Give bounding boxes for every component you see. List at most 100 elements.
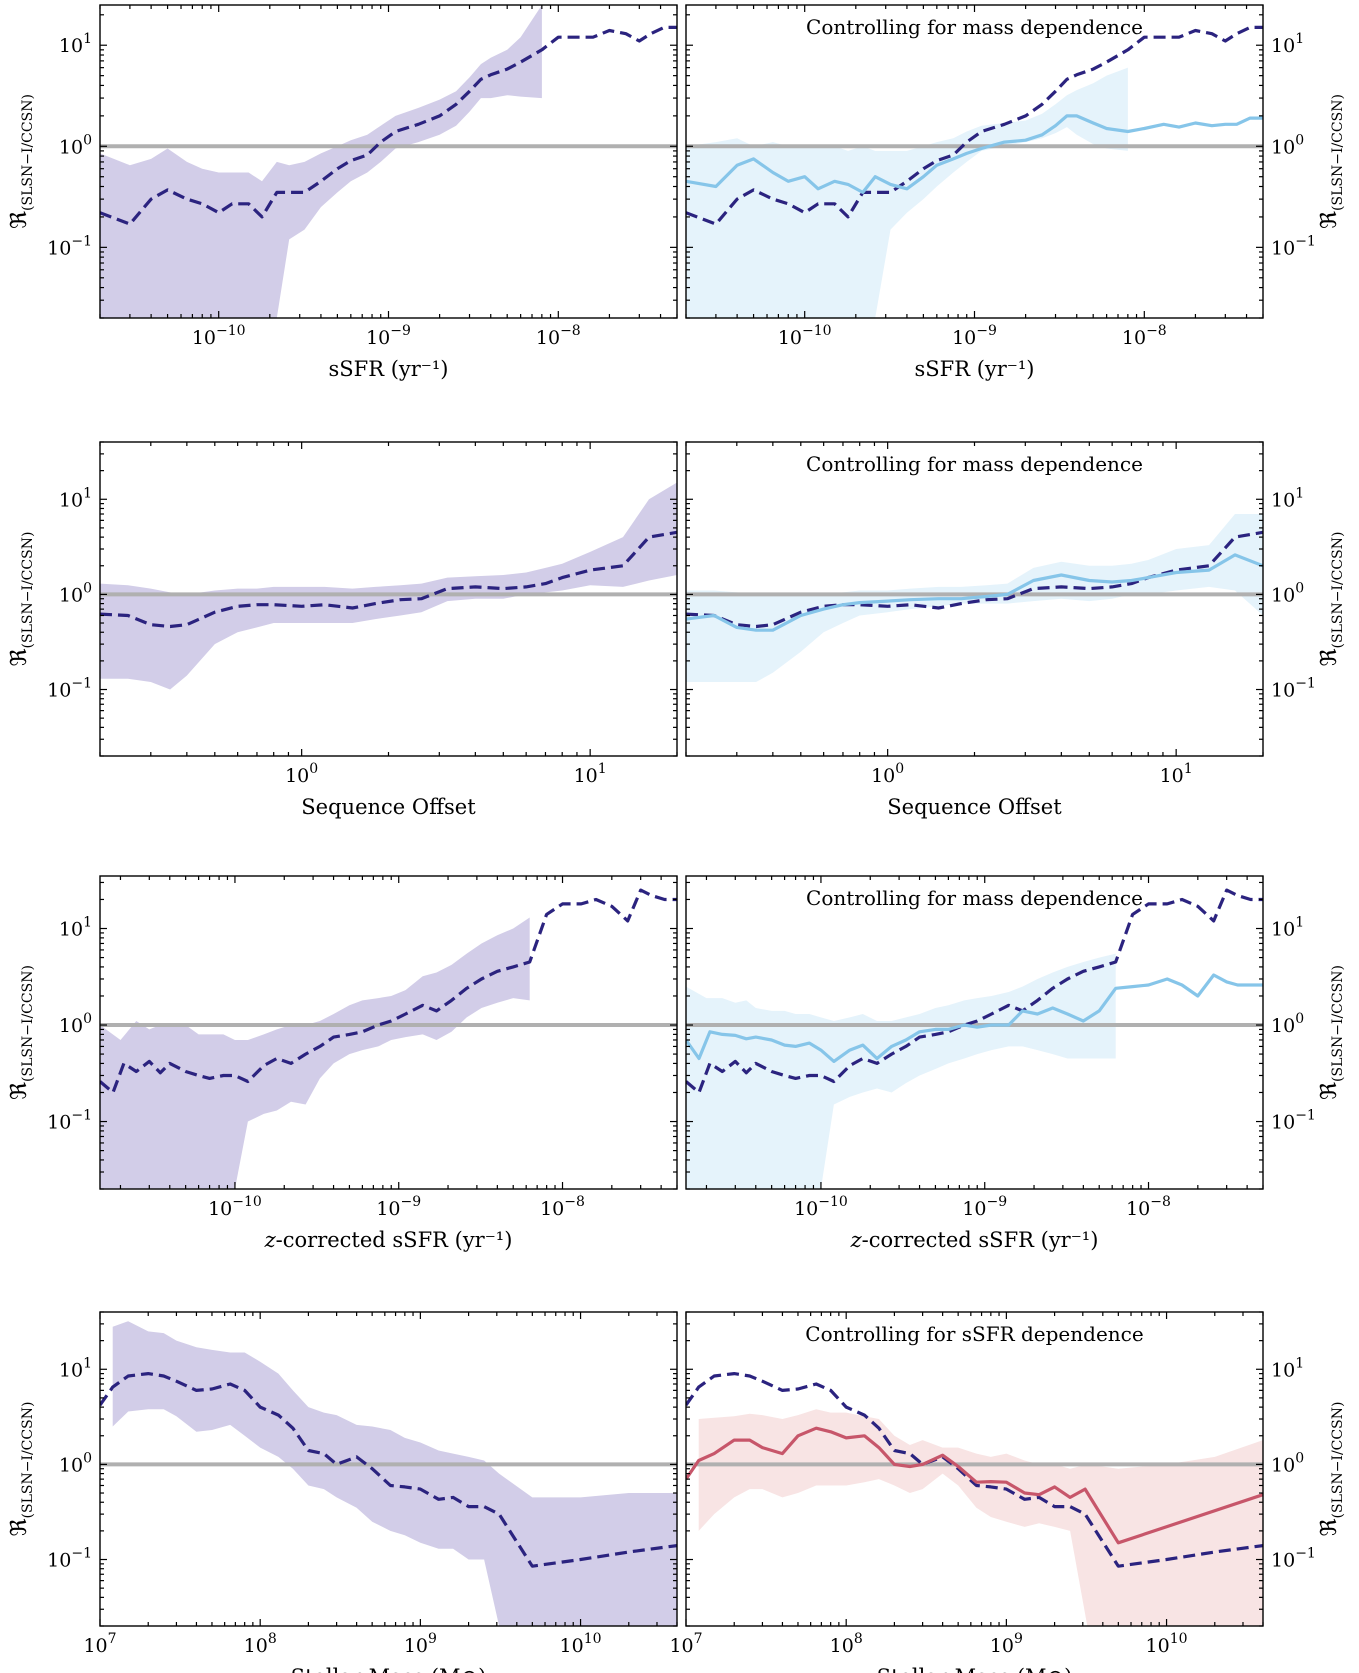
- x-axis-label: sSFR (yr⁻¹): [328, 357, 448, 381]
- confidence-band-baseline: [112, 1321, 677, 1626]
- dashed-series-baseline: [100, 530, 677, 629]
- chart-panel-r4r: 107 108 109 1010 10−1 100 101 Stellar Mass (M⊙)…: [669, 1311, 1346, 1673]
- x-tick-label: 10−10: [208, 1194, 262, 1220]
- x-tick-label: 109: [404, 1631, 437, 1657]
- y-tick-label: 101: [1271, 485, 1304, 511]
- x-tick-label: 100: [285, 761, 318, 787]
- x-axis-label: sSFR (yr⁻¹): [914, 357, 1034, 381]
- dashed-series-baseline: [100, 888, 677, 1095]
- plot-area: [686, 888, 1263, 1189]
- confidence-band-ssfr_control: [686, 67, 1128, 318]
- chart-panel-r3l: 10−10 10−9 10−8 10−1 100 101 z-corrected sSFR …: [7, 875, 678, 1252]
- y-axis-label: ℜ(SLSN−I/CCSN): [1317, 965, 1346, 1100]
- panel-annotation: Controlling for mass dependence: [806, 452, 1143, 476]
- chart-panel-r2l: 100 101 10−1 100 101 Sequence Offset ℜ(SLSN−I/…: [7, 441, 678, 819]
- plot-area: [100, 1321, 677, 1626]
- y-tick-label: 101: [1271, 915, 1304, 941]
- x-tick-label: 107: [83, 1631, 116, 1657]
- x-tick-label: 10−9: [962, 1194, 1007, 1220]
- x-axis-label: Stellar Mass (M⊙): [877, 1665, 1073, 1673]
- x-tick-label: 10−10: [778, 323, 832, 349]
- y-axis-label: ℜ(SLSN−I/CCSN): [7, 532, 36, 667]
- plot-area: [686, 514, 1263, 682]
- x-axis-label: z-corrected sSFR (yr⁻¹): [264, 1228, 513, 1252]
- x-axis-label: Sequence Offset: [887, 795, 1062, 819]
- y-tick-label: 101: [59, 31, 92, 57]
- chart-panel-r1r: 10−10 10−9 10−8 10−1 100 101 sSFR (yr⁻¹) ℜ(SLSN…: [685, 4, 1346, 381]
- solid-series-ssfr_control: [686, 114, 1263, 194]
- x-tick-label: 108: [244, 1631, 277, 1657]
- x-tick-label: 10−9: [376, 1194, 421, 1220]
- y-tick-label: 101: [59, 915, 92, 941]
- x-axis-label: Sequence Offset: [301, 795, 476, 819]
- x-tick-label: 10−10: [192, 323, 246, 349]
- y-tick-label: 10−1: [47, 676, 92, 702]
- x-tick-label: 10−9: [366, 323, 411, 349]
- y-tick-label: 100: [59, 132, 92, 158]
- x-tick-label: 10−8: [536, 323, 581, 349]
- y-tick-label: 100: [1271, 1011, 1304, 1037]
- x-tick-label: 108: [830, 1631, 863, 1657]
- confidence-band-mass_control: [698, 1409, 1263, 1626]
- panel-annotation: Controlling for mass dependence: [806, 15, 1143, 39]
- solid-series-ssfr_control: [686, 553, 1263, 632]
- y-tick-label: 100: [1271, 580, 1304, 606]
- plot-area: [100, 5, 677, 318]
- y-axis-label: ℜ(SLSN−I/CCSN): [7, 1402, 36, 1537]
- y-tick-label: 101: [1271, 1355, 1304, 1381]
- y-tick-label: 101: [59, 1355, 92, 1381]
- x-tick-label: 10−8: [540, 1194, 585, 1220]
- x-tick-label: 107: [669, 1631, 702, 1657]
- y-tick-label: 100: [59, 1450, 92, 1476]
- y-axis-label: ℜ(SLSN−I/CCSN): [7, 94, 36, 229]
- plot-area: [100, 888, 677, 1189]
- y-tick-label: 101: [1271, 31, 1304, 57]
- x-tick-label: 10−8: [1126, 1194, 1171, 1220]
- x-tick-label: 10−10: [794, 1194, 848, 1220]
- confidence-band-baseline: [100, 482, 677, 690]
- plot-area: [686, 25, 1263, 318]
- y-tick-label: 10−1: [1271, 1108, 1316, 1134]
- x-axis-label: Stellar Mass (M⊙): [291, 1665, 487, 1673]
- x-tick-label: 100: [871, 761, 904, 787]
- chart-panel-r4l: 107 108 109 1010 10−1 100 101 Stellar Mass (M⊙)…: [7, 1311, 678, 1673]
- y-axis-label: ℜ(SLSN−I/CCSN): [7, 965, 36, 1100]
- y-tick-label: 10−1: [47, 1108, 92, 1134]
- y-axis-label: ℜ(SLSN−I/CCSN): [1317, 94, 1346, 229]
- plot-frame: [685, 875, 1264, 1190]
- chart-panel-r2r: 100 101 10−1 100 101 Sequence Offset ℜ(SLSN−I/…: [685, 441, 1346, 819]
- plot-area: [686, 1371, 1263, 1626]
- plot-frame: [99, 875, 678, 1190]
- y-axis-label: ℜ(SLSN−I/CCSN): [1317, 532, 1346, 667]
- x-tick-label: 1010: [560, 1631, 602, 1657]
- y-tick-label: 101: [59, 485, 92, 511]
- y-tick-label: 10−1: [47, 233, 92, 259]
- confidence-band-ssfr_control: [686, 953, 1116, 1189]
- y-tick-label: 100: [59, 1011, 92, 1037]
- x-tick-label: 109: [990, 1631, 1023, 1657]
- y-axis-label: ℜ(SLSN−I/CCSN): [1317, 1402, 1346, 1537]
- y-tick-label: 10−1: [1271, 1546, 1316, 1572]
- x-tick-label: 101: [1160, 761, 1193, 787]
- plot-area: [100, 482, 677, 690]
- x-tick-label: 101: [574, 761, 607, 787]
- y-tick-label: 10−1: [47, 1546, 92, 1572]
- chart-panel-r1l: 10−10 10−9 10−8 10−1 100 101 sSFR (yr⁻¹) ℜ(SLSN…: [7, 4, 678, 381]
- y-tick-label: 100: [1271, 1450, 1304, 1476]
- y-tick-label: 100: [59, 580, 92, 606]
- dashed-series-baseline: [100, 25, 677, 226]
- confidence-band-baseline: [100, 917, 530, 1189]
- y-tick-label: 10−1: [1271, 676, 1316, 702]
- confidence-band-baseline: [100, 5, 542, 318]
- x-tick-label: 10−8: [1122, 323, 1167, 349]
- x-axis-label: z-corrected sSFR (yr⁻¹): [850, 1228, 1099, 1252]
- dashed-series-baseline: [686, 25, 1263, 226]
- chart-panel-r3r: 10−10 10−9 10−8 10−1 100 101 z-corrected sSFR …: [685, 875, 1346, 1252]
- x-tick-label: 10−9: [952, 323, 997, 349]
- y-tick-label: 100: [1271, 132, 1304, 158]
- x-tick-label: 1010: [1146, 1631, 1188, 1657]
- dashed-series-baseline: [686, 1371, 1263, 1568]
- dashed-series-baseline: [100, 1371, 677, 1568]
- panel-annotation: Controlling for sSFR dependence: [805, 1322, 1143, 1346]
